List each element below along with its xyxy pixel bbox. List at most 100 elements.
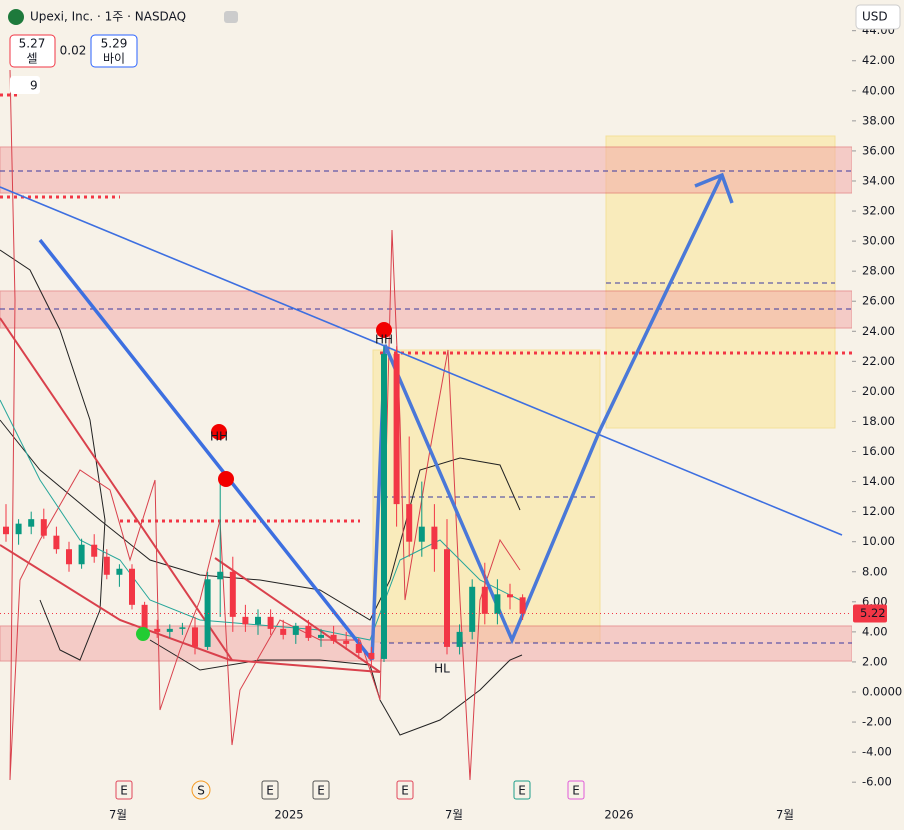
axis-labels: 44.0042.0040.0038.0036.0034.0032.0030.00… [109,23,902,821]
buy-price: 5.29 [101,37,128,51]
sell-button[interactable] [9,34,56,68]
candle-body [305,625,312,638]
zones [0,93,853,662]
y-tick-label: 14.00 [862,474,895,488]
candle-body [116,568,123,575]
candle-body [217,571,224,580]
annotation: HL [434,662,450,676]
buy-button[interactable] [90,34,138,68]
candle-body [330,634,337,641]
y-tick-label: 36.00 [862,143,895,157]
y-tick-label: 32.00 [862,204,895,218]
y-tick-label: 24.00 [862,324,895,338]
x-tick-label: 2025 [274,808,303,822]
candle-body [229,571,236,617]
y-tick-label: -2.00 [862,715,892,729]
candle-body [393,353,400,505]
candle-body [418,526,425,542]
candle-body [280,628,287,635]
event-badge [261,780,279,800]
x-tick-label: 7월 [445,808,463,822]
time-axis [0,800,852,830]
y-tick-label: 12.00 [862,504,895,518]
currency: USD [862,10,888,24]
sell-label: 셀 [26,52,37,66]
event-badge [115,780,133,800]
candle-body [242,616,249,625]
candle-body [368,652,375,659]
event-label: E [120,784,128,798]
candle-body [129,568,135,605]
candle-body [469,586,476,632]
candle-body [355,643,362,653]
event-badge [312,780,330,800]
candle-body [91,544,98,557]
annotation: HH [210,430,228,444]
candle-body [40,519,47,536]
candle-body [179,627,186,629]
candle-body [154,628,161,632]
candle-body [456,631,463,647]
candle-body [494,594,501,614]
y-tick-label: 10.00 [862,534,895,548]
x-tick-label: 7월 [776,808,794,822]
y-tick-label: 0.0000 [862,685,902,699]
event-badge [396,780,414,800]
indicator-count: 9 [30,79,38,93]
indicator-toggle[interactable] [10,76,40,94]
candle-body [192,627,198,647]
candle-body [3,526,9,535]
candle-body [166,628,173,632]
symbol-title: Upexi, Inc. · 1주 · NASDAQ [30,10,186,24]
x-tick-label: 2026 [604,808,633,822]
candle-body [481,586,488,614]
candle-body [507,594,513,598]
last-price-label: 5.22 [860,606,886,620]
candle-body [381,353,387,659]
y-tick-label: 18.00 [862,414,895,428]
toggle[interactable] [224,11,238,23]
annotation: HH [375,333,393,347]
candle-body [78,544,85,565]
last-price-tag [853,604,887,623]
candle-body [255,616,261,625]
y-tick-label: -6.00 [862,775,892,789]
y-tick-label: 28.00 [862,264,895,278]
candle-body [53,535,60,550]
y-tick-label: -4.00 [862,745,892,759]
y-tick-label: 16.00 [862,444,895,458]
sell-price: 5.27 [19,37,46,51]
spread: 0.02 [60,44,87,58]
y-tick-label: 42.00 [862,53,895,67]
y-tick-label: 34.00 [862,173,895,187]
y-tick-label: 26.00 [862,294,895,308]
candle-body [519,597,526,614]
candle-body [406,504,413,542]
candle-body [431,526,438,550]
indicators [0,69,843,781]
candle-body [444,549,450,647]
logo [8,9,24,25]
x-tick-label: 7월 [109,808,127,822]
y-tick-label: 2.00 [862,654,888,668]
y-tick-label: 30.00 [862,234,895,248]
candle-body [343,640,350,644]
y-tick-label: 40.00 [862,83,895,97]
candle-body [318,634,324,638]
currency-button[interactable] [855,4,901,30]
event-label: E [317,784,325,798]
event-label: E [518,784,526,798]
candle-body [28,519,35,527]
price-axis [852,0,904,830]
pivot-marker [218,471,234,487]
event-badge [513,780,531,800]
pivot-marker [136,627,150,641]
candle-body [103,556,110,575]
event-label: S [197,784,205,798]
y-tick-label: 4.00 [862,624,888,638]
y-tick-label: 38.00 [862,113,895,127]
candle-body [141,604,148,629]
candle-body [15,523,22,535]
